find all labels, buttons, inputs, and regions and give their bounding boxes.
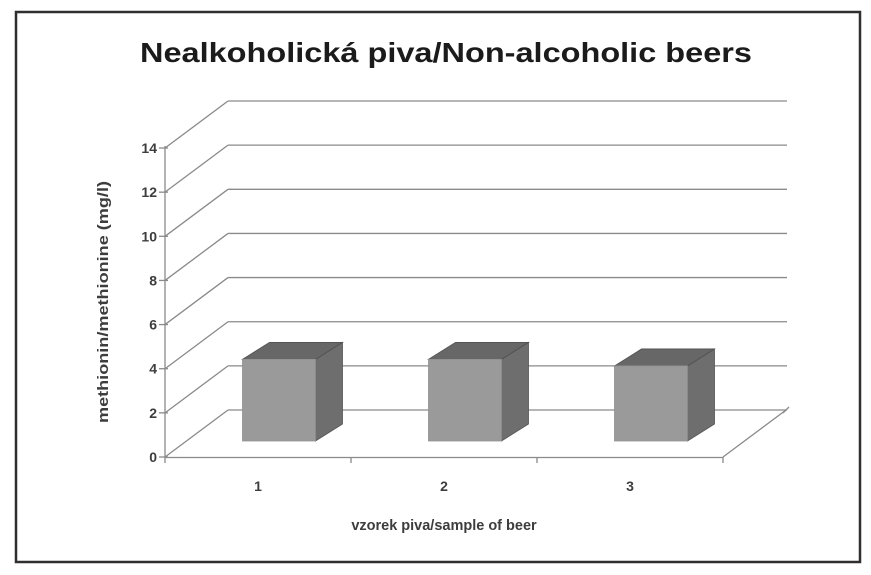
- grid-diagonal: [164, 277, 229, 326]
- y-tick-label: 8: [149, 272, 157, 288]
- floor-right-edge: [722, 409, 787, 458]
- y-tick-label: 10: [141, 228, 157, 244]
- bar-front-face: [614, 365, 688, 442]
- category-label: 1: [254, 478, 262, 494]
- grid-diagonal: [164, 188, 229, 237]
- category-label: 2: [440, 478, 448, 494]
- bar-front-face: [428, 358, 502, 442]
- y-tick-label: 4: [149, 361, 157, 377]
- y-axis-title: methionin/methionine (mg/l): [96, 181, 112, 423]
- grid-diagonal: [164, 232, 229, 281]
- x-axis-title: vzorek piva/sample of beer: [351, 518, 537, 534]
- grid-diagonal: [164, 100, 229, 149]
- y-tick-label: 2: [149, 405, 157, 421]
- y-tick-label: 6: [149, 317, 157, 333]
- bar: [427, 341, 530, 442]
- bar-front-face: [242, 358, 316, 442]
- y-tick-label: 14: [141, 140, 157, 156]
- bar: [613, 348, 716, 442]
- bar: [241, 341, 344, 442]
- grid-diagonal: [164, 409, 229, 458]
- grid-diagonal: [164, 321, 229, 370]
- y-tick-label: 12: [141, 184, 157, 200]
- category-label: 3: [626, 478, 634, 494]
- chart-title: Nealkoholická piva/Non-alcoholic beers: [140, 37, 752, 68]
- grid-diagonal: [164, 144, 229, 193]
- figure-border: [14, 10, 862, 564]
- floor-corner-tick: [782, 406, 790, 414]
- grid-diagonal: [164, 365, 229, 414]
- y-tick-label: 0: [149, 449, 157, 465]
